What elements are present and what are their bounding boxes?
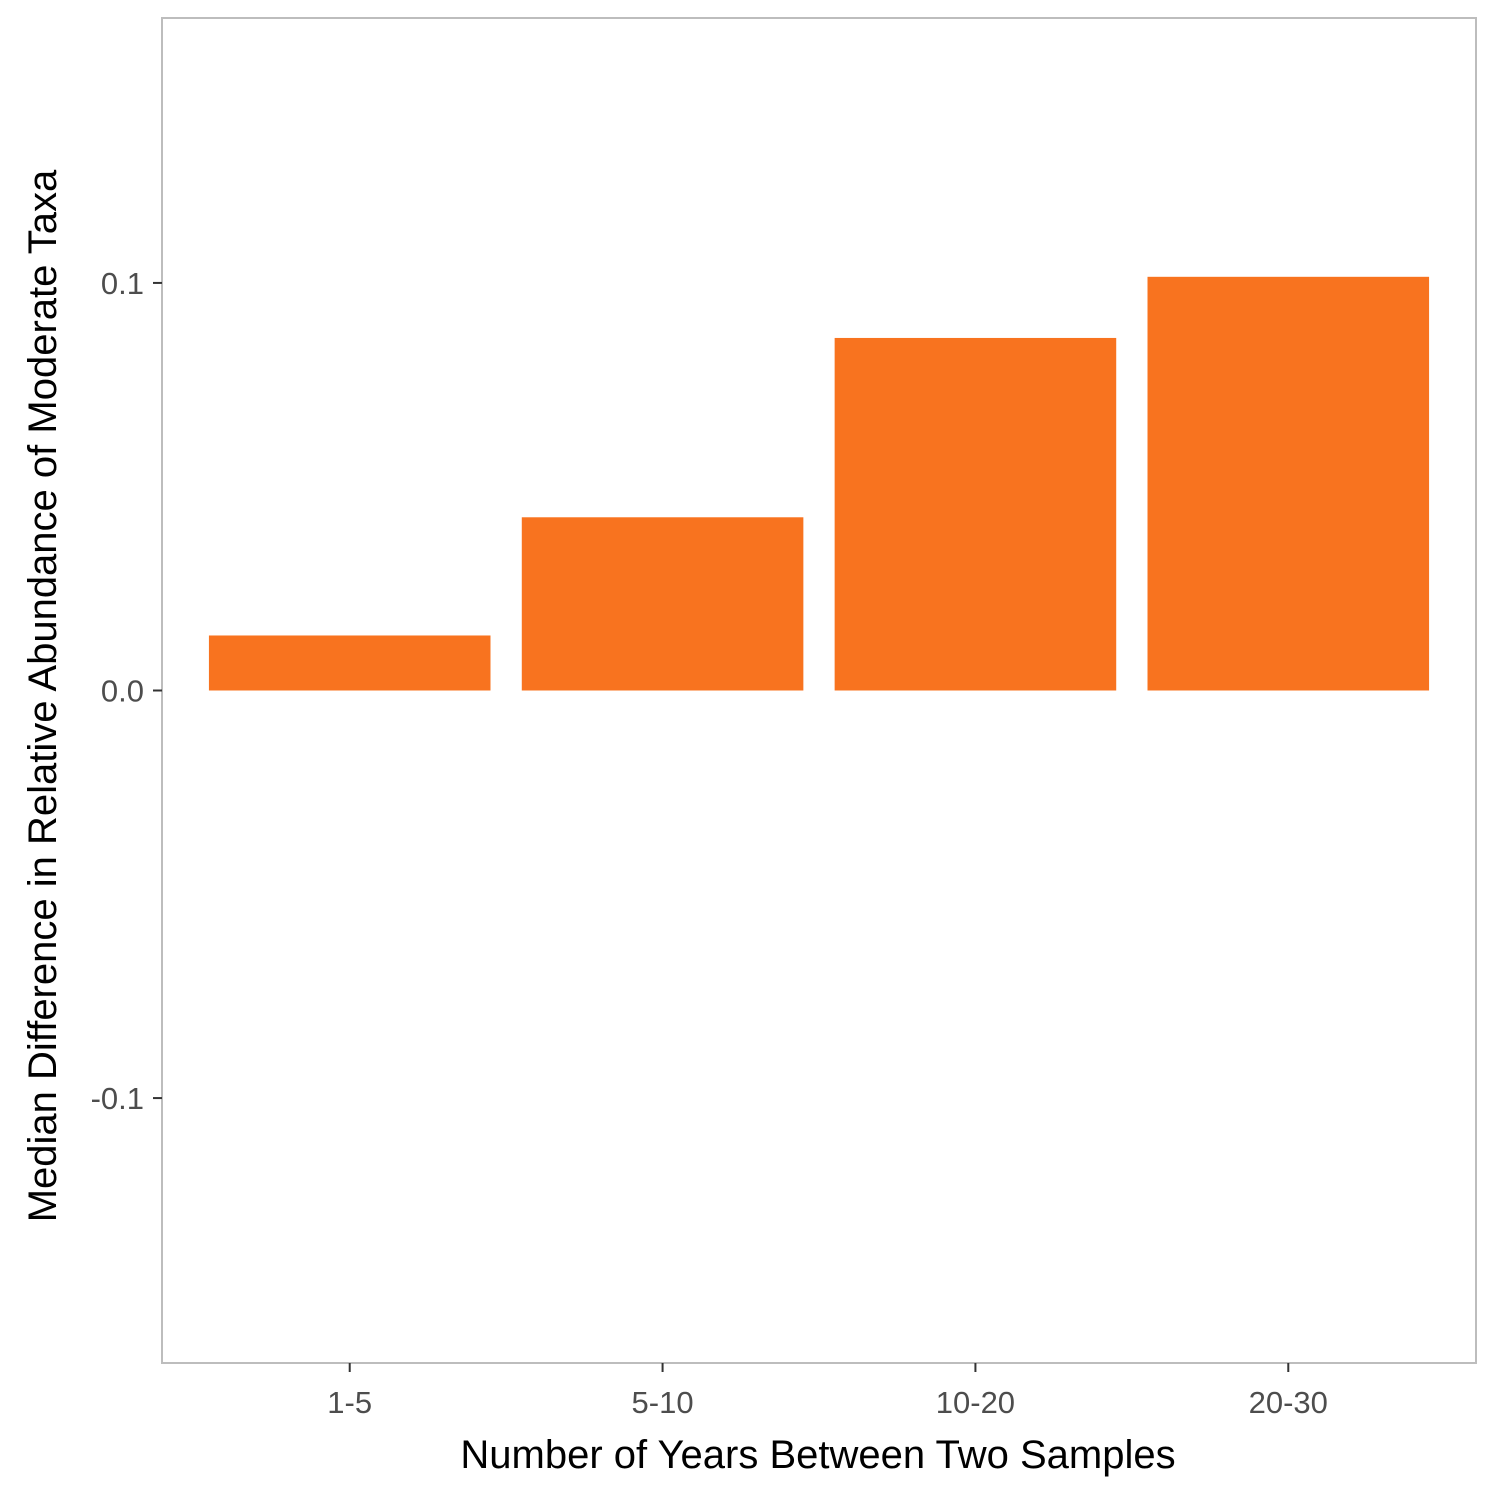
y-axis-title: Median Difference in Relative Abundance … xyxy=(21,169,65,1222)
bar-5-10 xyxy=(521,517,804,691)
y-axis: -0.1 0.0 0.1 xyxy=(91,266,162,1116)
x-tick-label: 10-20 xyxy=(936,1385,1015,1420)
y-tick-label: 0.1 xyxy=(101,266,144,301)
x-axis: 1-5 5-10 10-20 20-30 xyxy=(327,1363,1328,1420)
y-tick-label: -0.1 xyxy=(91,1081,144,1116)
x-tick-label: 1-5 xyxy=(327,1385,372,1420)
bars xyxy=(208,276,1430,691)
x-tick-label: 5-10 xyxy=(632,1385,694,1420)
bar-10-20 xyxy=(834,337,1117,691)
x-tick-label: 20-30 xyxy=(1249,1385,1328,1420)
bar-20-30 xyxy=(1147,276,1430,691)
x-axis-title: Number of Years Between Two Samples xyxy=(460,1433,1175,1477)
y-tick-label: 0.0 xyxy=(101,674,144,709)
bar-1-5 xyxy=(208,635,491,691)
